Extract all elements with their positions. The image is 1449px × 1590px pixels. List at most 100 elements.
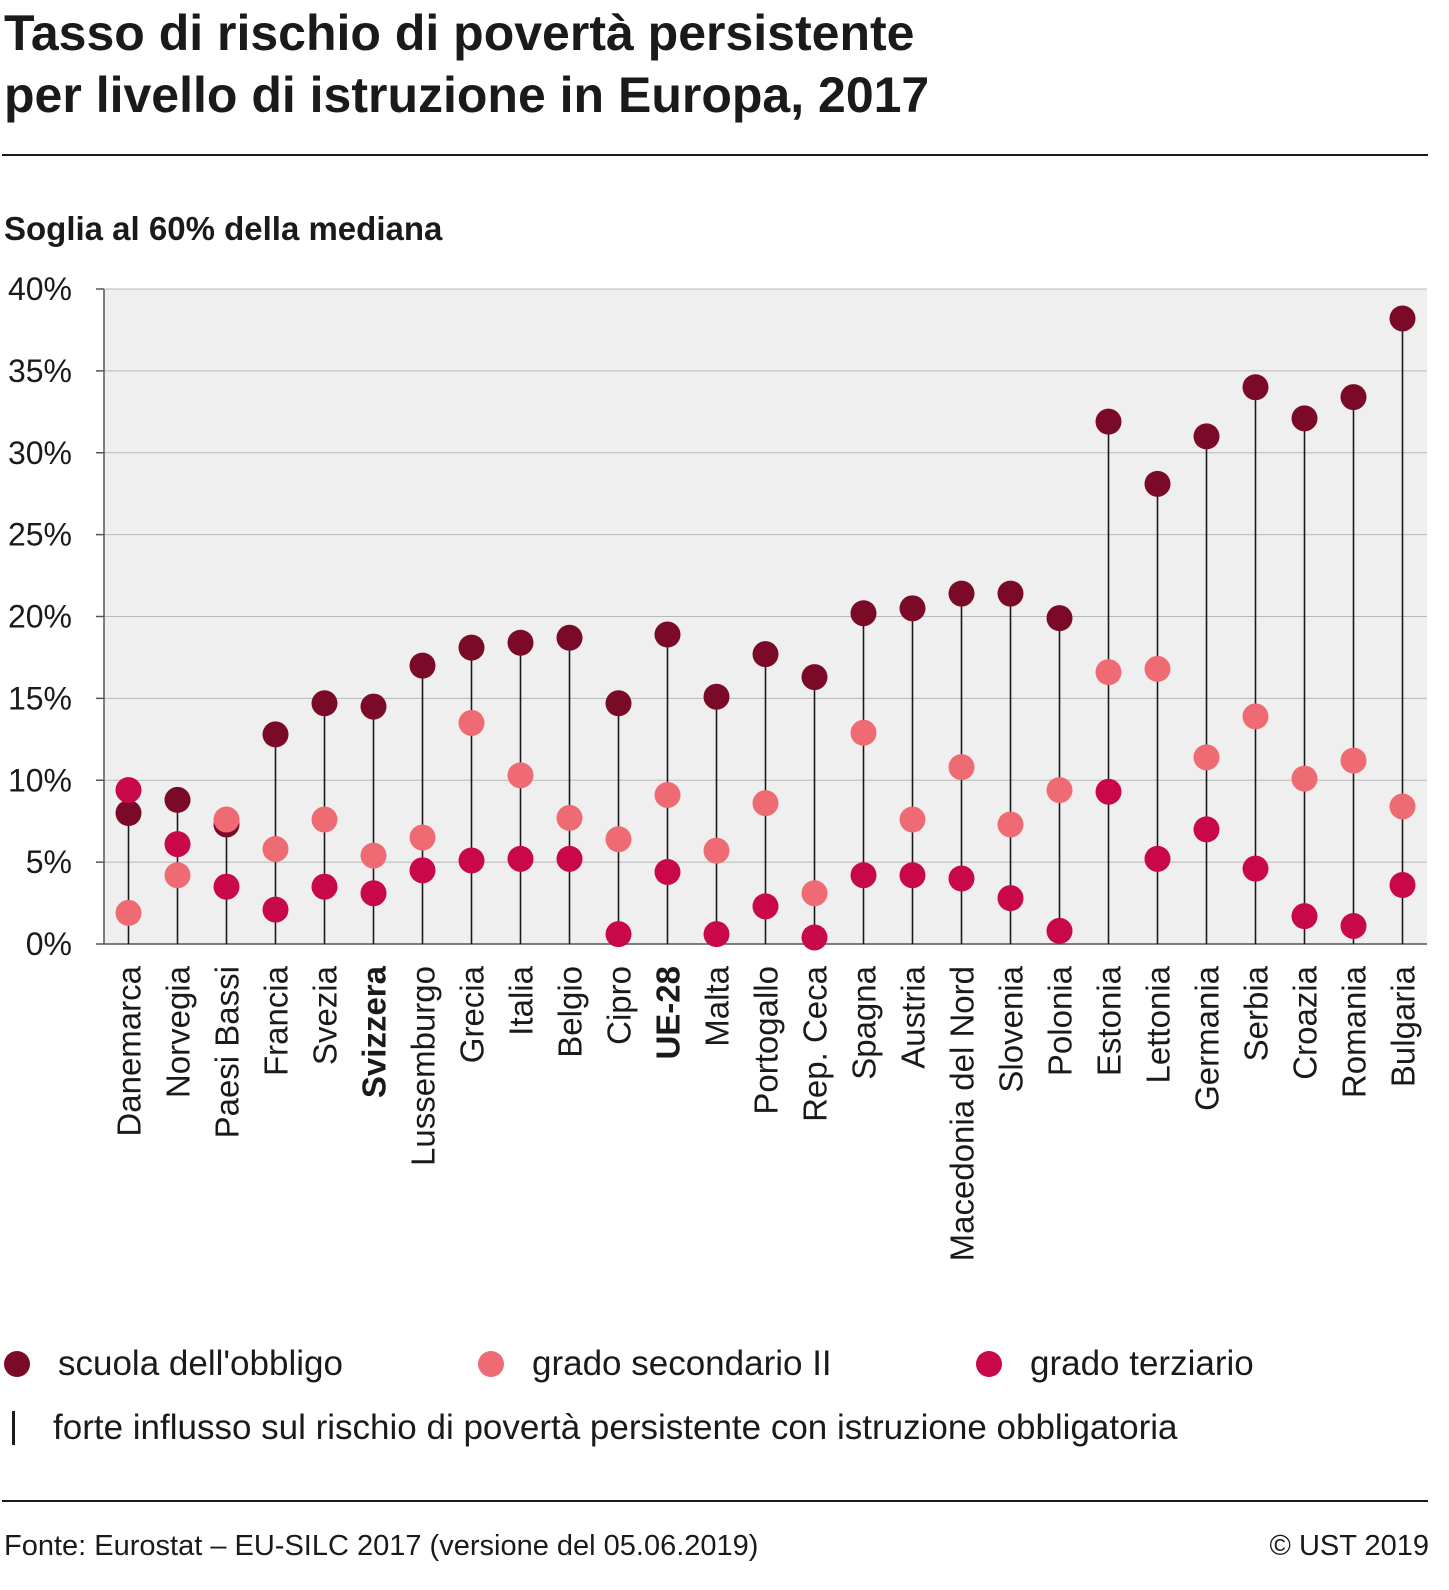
footer-divider bbox=[2, 1500, 1428, 1502]
x-label-danemarca: Danemarca bbox=[111, 965, 148, 1136]
x-label-paesi-bassi: Paesi Bassi bbox=[209, 966, 246, 1138]
x-label-croazia: Croazia bbox=[1287, 965, 1324, 1079]
point-tertiary-slovenia bbox=[997, 885, 1024, 912]
point-tertiary-svezia bbox=[311, 873, 338, 900]
point-tertiary-belgio bbox=[556, 845, 583, 872]
point-compulsory-estonia bbox=[1095, 408, 1122, 435]
point-tertiary-lussemburgo bbox=[409, 857, 436, 884]
title-line-1: Tasso di rischio di povertà persistente bbox=[4, 5, 915, 61]
x-label-italia: Italia bbox=[503, 965, 540, 1035]
title-divider bbox=[2, 154, 1428, 156]
point-secondary-germania bbox=[1193, 744, 1220, 771]
point-compulsory-germania bbox=[1193, 423, 1220, 450]
x-label-lettonia: Lettonia bbox=[1140, 965, 1177, 1083]
point-tertiary-malta bbox=[703, 921, 730, 948]
point-tertiary-germania bbox=[1193, 816, 1220, 843]
point-tertiary-portogallo bbox=[752, 893, 779, 920]
x-label-belgio: Belgio bbox=[552, 966, 589, 1058]
x-label-francia: Francia bbox=[258, 965, 295, 1076]
legend-dot-tertiary-icon bbox=[976, 1351, 1002, 1377]
point-compulsory-lussemburgo bbox=[409, 652, 436, 679]
source-note: Fonte: Eurostat – EU-SILC 2017 (versione… bbox=[4, 1530, 759, 1562]
point-compulsory-romania bbox=[1340, 384, 1367, 411]
point-compulsory-rep-ceca bbox=[801, 664, 828, 691]
x-label-spagna: Spagna bbox=[846, 965, 883, 1079]
point-tertiary-austria bbox=[899, 862, 926, 889]
point-secondary-malta bbox=[703, 837, 730, 864]
point-secondary-rep-ceca bbox=[801, 880, 828, 907]
y-tick-label: 0% bbox=[26, 926, 72, 962]
point-compulsory-malta bbox=[703, 683, 730, 710]
point-tertiary-estonia bbox=[1095, 778, 1122, 805]
point-tertiary-grecia bbox=[458, 847, 485, 874]
point-secondary-paesi-bassi bbox=[213, 806, 240, 833]
point-compulsory-svezia bbox=[311, 690, 338, 717]
point-tertiary-spagna bbox=[850, 862, 877, 889]
point-compulsory-spagna bbox=[850, 600, 877, 627]
point-tertiary-norvegia bbox=[164, 831, 191, 858]
point-compulsory-belgio bbox=[556, 624, 583, 651]
title-line-2: per livello di istruzione in Europa, 201… bbox=[4, 67, 930, 123]
legend-label-tertiary: grado terziario bbox=[1030, 1344, 1254, 1383]
point-tertiary-croazia bbox=[1291, 903, 1318, 930]
point-secondary-norvegia bbox=[164, 862, 191, 889]
point-tertiary-serbia bbox=[1242, 855, 1269, 882]
y-tick-label: 10% bbox=[8, 762, 72, 798]
point-compulsory-danemarca bbox=[115, 800, 142, 826]
point-secondary-cipro bbox=[605, 826, 632, 853]
point-tertiary-polonia bbox=[1046, 917, 1073, 944]
y-tick-label: 25% bbox=[8, 517, 72, 553]
point-compulsory-serbia bbox=[1242, 374, 1269, 401]
point-compulsory-croazia bbox=[1291, 405, 1318, 432]
point-tertiary-macedonia-del-nord bbox=[948, 865, 975, 892]
x-label-macedonia-del-nord: Macedonia del Nord bbox=[944, 966, 981, 1261]
legend: scuola dell'obbligo grado secondario II … bbox=[0, 1344, 1449, 1392]
legend-item-compulsory: scuola dell'obbligo bbox=[4, 1344, 343, 1384]
point-secondary-romania bbox=[1340, 747, 1367, 774]
point-secondary-svezia bbox=[311, 806, 338, 833]
point-secondary-francia bbox=[262, 836, 289, 863]
point-tertiary-italia bbox=[507, 845, 534, 872]
point-compulsory-italia bbox=[507, 629, 534, 656]
chart-title: Tasso di rischio di povertà persistente … bbox=[4, 2, 1424, 126]
x-label-polonia: Polonia bbox=[1042, 965, 1079, 1076]
x-label-ue-28: UE-28 bbox=[650, 966, 687, 1060]
x-label-cipro: Cipro bbox=[601, 966, 638, 1045]
point-compulsory-macedonia-del-nord bbox=[948, 580, 975, 607]
point-secondary-italia bbox=[507, 762, 534, 789]
point-compulsory-slovenia bbox=[997, 580, 1024, 607]
point-secondary-grecia bbox=[458, 709, 485, 736]
point-secondary-spagna bbox=[850, 719, 877, 746]
x-label-germania: Germania bbox=[1189, 965, 1226, 1111]
x-label-svezia: Svezia bbox=[307, 965, 344, 1065]
y-tick-label: 30% bbox=[8, 435, 72, 471]
point-secondary-lettonia bbox=[1144, 655, 1171, 682]
point-tertiary-francia bbox=[262, 896, 289, 923]
chart-subtitle: Soglia al 60% della mediana bbox=[4, 210, 443, 247]
legend-label-compulsory: scuola dell'obbligo bbox=[58, 1344, 343, 1383]
point-secondary-polonia bbox=[1046, 777, 1073, 804]
point-tertiary-paesi-bassi bbox=[213, 873, 240, 900]
point-tertiary-ue-28 bbox=[654, 858, 681, 885]
y-tick-label: 5% bbox=[26, 844, 72, 880]
legend-label-secondary: grado secondario II bbox=[532, 1344, 832, 1383]
point-secondary-slovenia bbox=[997, 811, 1024, 838]
point-secondary-portogallo bbox=[752, 790, 779, 817]
point-compulsory-polonia bbox=[1046, 605, 1073, 632]
point-secondary-ue-28 bbox=[654, 781, 681, 808]
point-compulsory-cipro bbox=[605, 690, 632, 717]
y-tick-label: 15% bbox=[8, 680, 72, 716]
x-label-lussemburgo: Lussemburgo bbox=[405, 966, 442, 1166]
legend-dot-secondary-icon bbox=[478, 1351, 504, 1377]
point-tertiary-bulgaria bbox=[1389, 872, 1416, 899]
point-compulsory-norvegia bbox=[164, 786, 191, 813]
point-tertiary-lettonia bbox=[1144, 845, 1171, 872]
x-label-austria: Austria bbox=[895, 965, 932, 1068]
x-label-serbia: Serbia bbox=[1238, 965, 1275, 1061]
y-tick-label: 20% bbox=[8, 599, 72, 635]
legend-label-line: forte influsso sul rischio di povertà pe… bbox=[53, 1408, 1178, 1447]
legend-dot-compulsory-icon bbox=[4, 1351, 30, 1377]
point-compulsory-portogallo bbox=[752, 641, 779, 668]
x-label-malta: Malta bbox=[699, 965, 736, 1046]
point-secondary-macedonia-del-nord bbox=[948, 754, 975, 781]
